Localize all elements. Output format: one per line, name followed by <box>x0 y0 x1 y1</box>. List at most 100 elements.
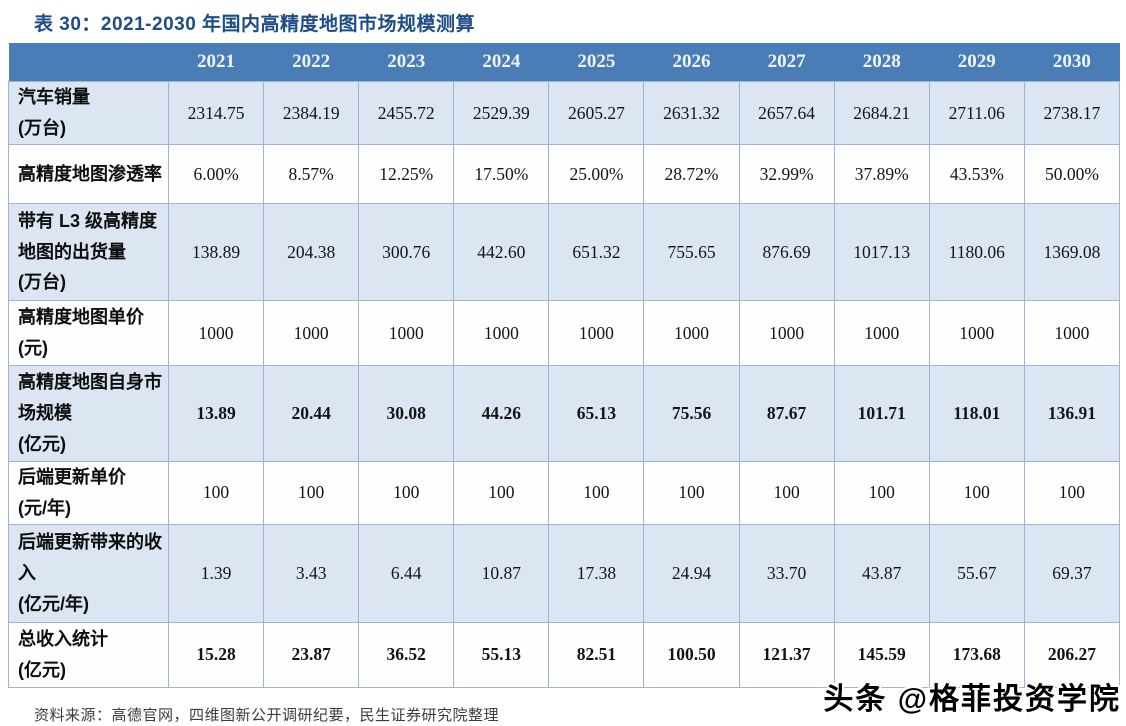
row-label-unit: (亿元) <box>18 659 66 680</box>
table-cell: 1000 <box>358 300 455 366</box>
table-cell: 36.52 <box>358 621 455 688</box>
table-row-penetration: 高精度地图渗透率 6.00% 8.57% 12.25% 17.50% 25.00… <box>8 144 1121 204</box>
table-cell: 1000 <box>453 300 550 366</box>
table-cell: 100 <box>548 461 645 525</box>
table-cell: 75.56 <box>643 365 740 462</box>
table-cell: 173.68 <box>928 621 1025 688</box>
table-cell: 13.89 <box>167 365 265 462</box>
table-cell: 1017.13 <box>833 203 930 301</box>
table-cell: 755.65 <box>643 203 740 301</box>
year-header: 2029 <box>929 43 1025 82</box>
table-cell: 2684.21 <box>833 81 930 145</box>
table-cell: 8.57% <box>263 144 360 204</box>
year-header: 2030 <box>1024 43 1120 82</box>
table-cell: 1000 <box>1023 300 1121 366</box>
table-cell: 101.71 <box>833 365 930 462</box>
table-cell: 12.25% <box>358 144 455 204</box>
table-cell: 17.38 <box>548 523 645 623</box>
table-cell: 3.43 <box>263 523 360 623</box>
table-cell: 204.38 <box>263 203 360 301</box>
table-cell: 44.26 <box>453 365 550 462</box>
table-cell: 1.39 <box>167 523 265 623</box>
row-label: 高精度地图渗透率 <box>8 144 169 204</box>
row-label: 高精度地图自身市场规模 (亿元) <box>8 365 169 462</box>
table-cell: 118.01 <box>928 365 1025 462</box>
year-header: 2028 <box>834 43 930 82</box>
row-label: 后端更新带来的收入 (亿元/年) <box>8 523 169 623</box>
row-label-unit: (亿元) <box>18 433 66 454</box>
source-note: 资料来源：高德官网，四维图新公开调研纪要，民生证券研究院整理 <box>34 706 500 724</box>
table-cell: 442.60 <box>453 203 550 301</box>
table-cell: 1000 <box>167 300 265 366</box>
table-cell: 6.00% <box>167 144 265 204</box>
table-cell: 1000 <box>833 300 930 366</box>
table-cell: 2738.17 <box>1023 81 1121 145</box>
year-header: 2023 <box>358 43 454 82</box>
table-row-auto-sales: 汽车销量 (万台) 2314.75 2384.19 2455.72 2529.39… <box>8 81 1121 145</box>
table-cell: 206.27 <box>1023 621 1121 688</box>
table-cell: 23.87 <box>263 621 360 688</box>
table-cell: 24.94 <box>643 523 740 623</box>
row-label-unit: (元) <box>18 338 48 358</box>
table-cell: 50.00% <box>1023 144 1121 204</box>
table-cell: 32.99% <box>738 144 835 204</box>
table-cell: 37.89% <box>833 144 930 204</box>
table-cell: 100 <box>928 461 1025 525</box>
table-cell: 100 <box>358 461 455 525</box>
row-label-text: 后端更新带来的收入 <box>18 531 162 583</box>
row-label-text: 高精度地图渗透率 <box>18 163 162 184</box>
table-cell: 69.37 <box>1023 523 1121 623</box>
table-cell: 100 <box>1023 461 1121 525</box>
table-cell: 87.67 <box>738 365 835 462</box>
table-cell: 2657.64 <box>738 81 835 145</box>
table-cell: 43.53% <box>928 144 1025 204</box>
row-label-unit: (亿元/年) <box>18 593 89 614</box>
row-label-text: 高精度地图自身市场规模 <box>18 372 162 424</box>
row-label-unit: (元/年) <box>18 497 71 518</box>
row-label-text: 后端更新单价 <box>18 467 126 487</box>
table-row-backend-update-price: 后端更新单价 (元/年) 100 100 100 100 100 100 100 … <box>8 461 1121 525</box>
row-label: 汽车销量 (万台) <box>8 81 169 145</box>
table-cell: 43.87 <box>833 523 930 623</box>
table-cell: 1369.08 <box>1023 203 1121 301</box>
table-cell: 2455.72 <box>358 81 455 145</box>
table-cell: 6.44 <box>358 523 455 623</box>
table-cell: 100 <box>167 461 265 525</box>
table-cell: 651.32 <box>548 203 645 301</box>
table-cell: 2529.39 <box>453 81 550 145</box>
table-cell: 100 <box>643 461 740 525</box>
table-row-l3-shipments: 带有 L3 级高精度地图的出货量 (万台) 138.89 204.38 300.7… <box>8 203 1121 301</box>
row-label-text: 高精度地图单价 <box>18 307 144 328</box>
row-label-text: 带有 L3 级高精度地图的出货量 <box>18 210 158 262</box>
table-title: 表 30：2021-2030 年国内高精度地图市场规模测算 <box>34 14 476 35</box>
row-label-unit: (万台) <box>18 272 66 293</box>
table-cell: 55.13 <box>453 621 550 688</box>
table-cell: 100 <box>453 461 550 525</box>
table-cell: 82.51 <box>548 621 645 688</box>
table-cell: 1000 <box>738 300 835 366</box>
table-cell: 17.50% <box>453 144 550 204</box>
year-header: 2022 <box>263 43 359 82</box>
watermark: 头条 @格菲投资学院 <box>823 683 1121 716</box>
table-cell: 28.72% <box>643 144 740 204</box>
table-cell: 55.67 <box>928 523 1025 623</box>
table-cell: 100.50 <box>643 621 740 688</box>
table-cell: 1000 <box>928 300 1025 366</box>
table-cell: 65.13 <box>548 365 645 462</box>
year-header: 2021 <box>168 43 264 82</box>
table-cell: 121.37 <box>738 621 835 688</box>
table-cell: 876.69 <box>738 203 835 301</box>
year-header: 2024 <box>453 43 549 82</box>
year-header: 2026 <box>643 43 740 82</box>
table-row-map-market-size: 高精度地图自身市场规模 (亿元) 13.89 20.44 30.08 44.26 … <box>8 365 1121 462</box>
table-cell: 10.87 <box>453 523 550 623</box>
table-cell: 2711.06 <box>928 81 1025 145</box>
row-label: 总收入统计 (亿元) <box>8 621 169 688</box>
table-cell: 30.08 <box>358 365 455 462</box>
row-label: 带有 L3 级高精度地图的出货量 (万台) <box>8 203 169 301</box>
table-cell: 100 <box>263 461 360 525</box>
table-cell: 300.76 <box>358 203 455 301</box>
row-label-unit: (万台) <box>18 118 66 138</box>
table-cell: 136.91 <box>1023 365 1121 462</box>
table-cell: 145.59 <box>833 621 930 688</box>
